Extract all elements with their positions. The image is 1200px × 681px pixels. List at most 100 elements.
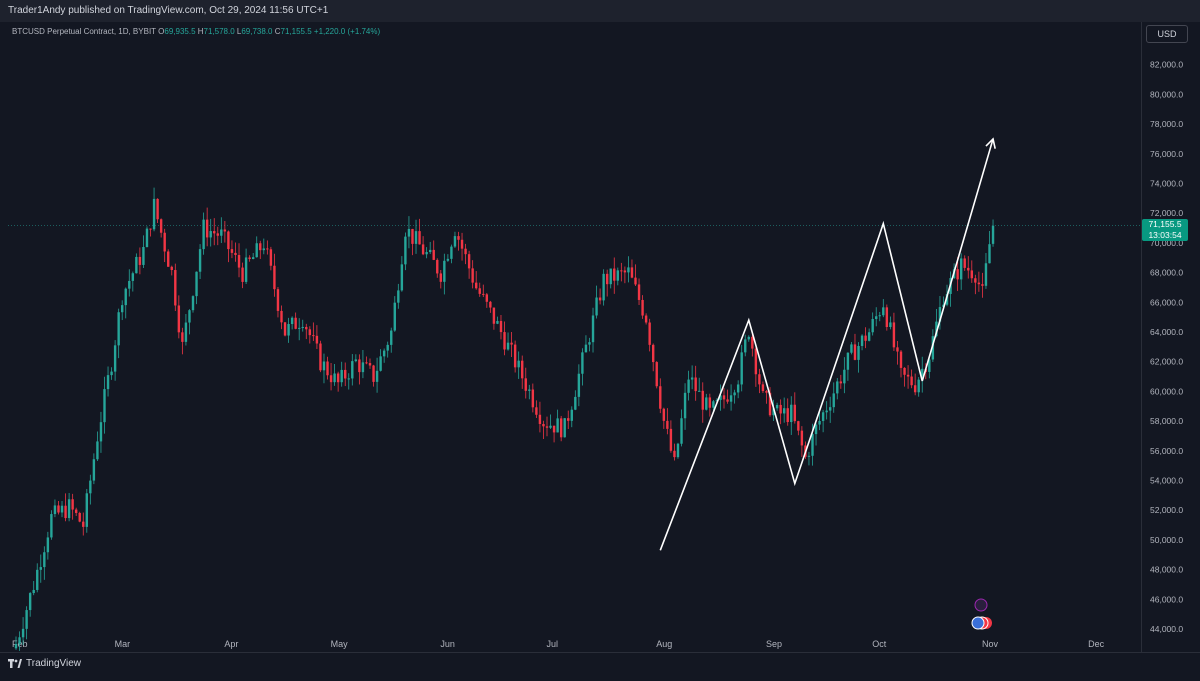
y-tick-label: 58,000.0 (1150, 416, 1183, 426)
candle-body (977, 282, 981, 285)
candle-body (524, 378, 527, 391)
y-tick-label: 50,000.0 (1150, 535, 1183, 545)
currency-button[interactable]: USD (1146, 25, 1188, 43)
x-tick-label: Dec (1088, 639, 1105, 649)
candle-body (793, 404, 796, 422)
candle-body (305, 326, 308, 330)
candle-body (761, 384, 765, 392)
y-tick-label: 68,000.0 (1150, 268, 1183, 278)
x-axis-ticks: FebMarAprMayJunJulAugSepOctNovDec (12, 639, 1105, 649)
candle-body (786, 408, 789, 423)
candle-body (871, 319, 874, 333)
publisher-text: Trader1Andy published on TradingView.com… (8, 5, 329, 16)
candle-body (28, 593, 32, 611)
candle-body (390, 330, 393, 345)
candle-body (89, 480, 92, 494)
candle-body (492, 307, 496, 324)
candle-body (432, 249, 435, 260)
candle-body (899, 351, 903, 368)
candle-body (315, 335, 319, 344)
candle-body (259, 243, 262, 251)
candle-body (715, 400, 719, 402)
footer (0, 652, 1200, 681)
candle-body (659, 386, 662, 409)
y-tick-label: 56,000.0 (1150, 446, 1183, 456)
candle-body (545, 426, 549, 428)
candle-body (528, 389, 531, 391)
last-price-value: 71,155.5 (1148, 219, 1182, 229)
candle-body (853, 344, 857, 360)
candle-body (719, 395, 722, 401)
candle-body (931, 336, 935, 360)
price-axis[interactable] (1141, 22, 1200, 652)
candle-body (790, 404, 793, 423)
candle-body (857, 345, 860, 360)
y-tick-label: 80,000.0 (1150, 89, 1183, 99)
candle-body (602, 273, 605, 301)
candle-body (910, 376, 913, 386)
candle-body (237, 255, 241, 268)
event-icons (971, 598, 992, 630)
candle-body (446, 258, 450, 261)
candle-body (319, 343, 322, 371)
candle-body (223, 229, 227, 232)
candle-body (775, 404, 779, 409)
candle-body (698, 390, 701, 392)
candle-body (443, 260, 446, 282)
candle-body (620, 270, 623, 272)
candle-body (382, 350, 386, 357)
candle-body (517, 360, 520, 368)
candle-body (531, 389, 535, 408)
candle-body (885, 307, 889, 327)
candle-body (92, 459, 96, 481)
tradingview-logo[interactable]: TradingView (8, 658, 81, 669)
candle-body (782, 408, 786, 414)
candle-body (938, 307, 942, 322)
change-value: +1,220.0 (+1.74%) (313, 27, 381, 36)
candle-body (963, 258, 966, 268)
candle-body (779, 404, 782, 414)
candle-body (595, 297, 598, 316)
candle-body (57, 505, 60, 513)
y-tick-label: 44,000.0 (1150, 624, 1183, 634)
candle-body (751, 336, 754, 349)
candle-body (404, 236, 407, 265)
candle-body (683, 392, 687, 419)
candle-body (956, 269, 959, 280)
candle-body (372, 365, 375, 382)
candle-body (970, 270, 973, 279)
chart-pane[interactable] (8, 22, 1141, 652)
candle-body (747, 336, 750, 340)
candle-body (988, 244, 991, 264)
candle-body (669, 428, 673, 451)
candle-body (312, 335, 315, 337)
earnings-event-icon (974, 598, 988, 612)
candle-body (889, 322, 892, 327)
brand-name: TradingView (26, 658, 82, 669)
x-tick-label: Sep (766, 639, 782, 649)
candle-body (513, 344, 517, 368)
candle-body (690, 377, 694, 380)
candle-body (613, 268, 616, 281)
candle-body (32, 589, 35, 594)
candle-body (106, 375, 110, 390)
candle-body (694, 377, 697, 392)
candle-body (436, 259, 439, 274)
candle-body (152, 198, 156, 230)
candle-body (174, 270, 177, 306)
candle-body (195, 271, 198, 297)
candle-body (379, 356, 382, 371)
candle-body (772, 408, 775, 416)
candle-body (453, 236, 457, 247)
candle-body (283, 322, 287, 336)
candle-body (662, 408, 666, 421)
symbol-legend[interactable]: BTCUSD Perpetual Contract, 1D, BYBIT O69… (12, 27, 380, 36)
candle-body (322, 361, 326, 371)
candle-body (903, 367, 906, 375)
candle-body (358, 359, 361, 373)
candle-body (294, 317, 297, 329)
candle-body (655, 362, 658, 387)
candle-body (368, 363, 372, 366)
candle-body (811, 434, 814, 456)
